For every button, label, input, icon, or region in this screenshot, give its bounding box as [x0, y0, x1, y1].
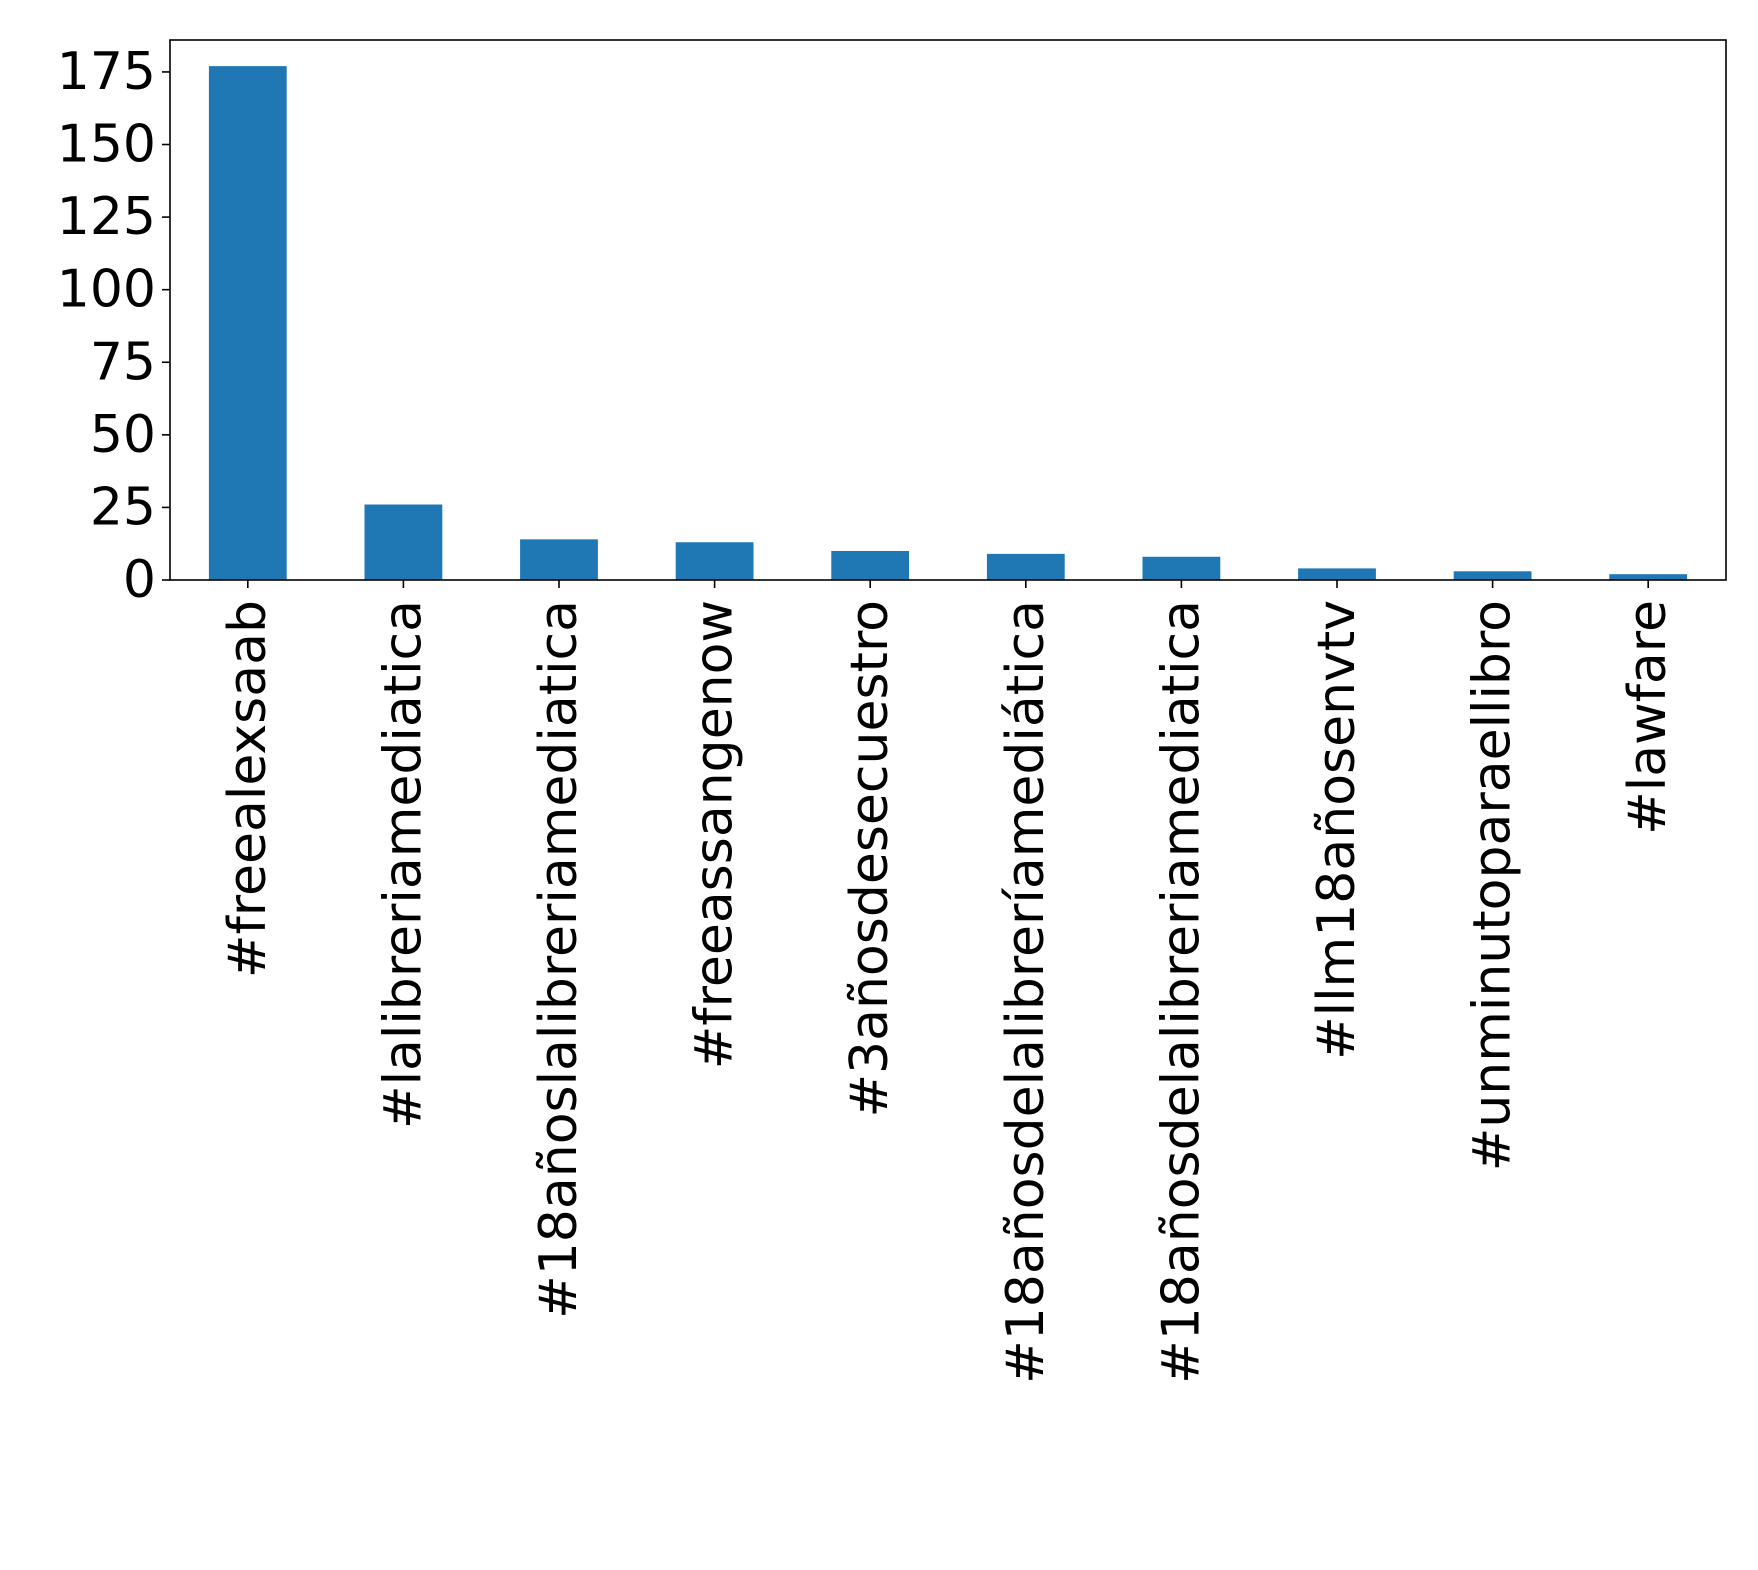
y-tick-label-0: 0: [123, 550, 156, 610]
bar-9: [1609, 574, 1688, 580]
y-tick-label-1: 25: [90, 477, 156, 537]
bar-6: [1142, 556, 1221, 580]
x-tick-label-4: #3añosdesecuestro: [840, 600, 900, 1118]
bar-4: [831, 550, 910, 580]
y-tick-label-7: 175: [57, 42, 156, 102]
bar-8: [1453, 571, 1532, 580]
x-tick-label-8: #unminutoparaellibro: [1463, 600, 1523, 1171]
bar-7: [1298, 568, 1376, 580]
y-tick-label-6: 150: [57, 115, 156, 175]
x-axis-ticks: #freealexsaab #lalibreriamediatica #18años…: [218, 580, 1678, 1384]
bar-5: [986, 553, 1065, 580]
x-tick-label-6: #18añosdelalibreriamediatica: [1151, 600, 1211, 1384]
x-tick-label-0: #freealexsaab: [218, 600, 278, 978]
y-tick-label-3: 75: [90, 332, 156, 392]
bars-group: [208, 66, 1688, 581]
x-tick-label-3: #freeassangenow: [685, 600, 745, 1069]
x-tick-label-2: #18añoslalibreriamediatica: [529, 600, 589, 1319]
bar-3: [675, 542, 754, 580]
plot-frame: [169, 39, 1727, 581]
y-tick-label-4: 100: [57, 260, 156, 320]
x-tick-label-1: #lalibreriamediatica: [373, 600, 433, 1129]
x-tick-label-9: #lawfare: [1618, 600, 1678, 835]
bar-0: [208, 66, 287, 581]
bar-1: [364, 504, 443, 580]
x-tick-label-5: #18añosdelalibreríamediática: [996, 600, 1056, 1384]
bar-2: [520, 539, 598, 580]
y-axis-ticks: 0 25 50 75 100 125 150 175: [57, 42, 170, 610]
y-tick-label-2: 50: [90, 405, 156, 465]
x-tick-label-7: #llm18añosenvtv: [1307, 600, 1367, 1060]
y-tick-label-5: 125: [57, 187, 156, 247]
